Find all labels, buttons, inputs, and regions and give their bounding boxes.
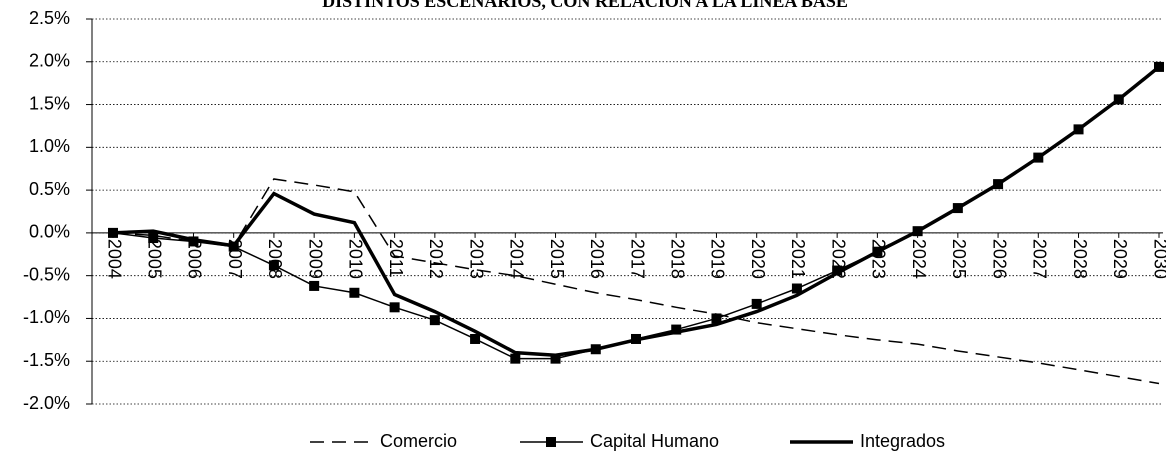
y-tick-label: 1.0%	[29, 136, 70, 156]
y-tick-label: -1.5%	[23, 350, 70, 370]
x-tick-label: 2018	[667, 239, 687, 279]
x-tick-label: 2010	[346, 239, 366, 279]
y-tick-label: 0.0%	[29, 222, 70, 242]
y-tick-label: 1.5%	[29, 93, 70, 113]
series-line	[112, 65, 1161, 357]
x-tick-label: 2023	[869, 239, 889, 279]
point-marker	[470, 333, 481, 344]
point-marker	[711, 313, 722, 324]
point-marker	[349, 287, 360, 298]
x-tick-label: 2008	[265, 239, 285, 279]
point-marker	[550, 353, 561, 364]
point-marker	[510, 353, 521, 364]
point-marker	[671, 324, 682, 335]
x-tick-label: 2020	[748, 239, 768, 279]
y-tick-label: 2.0%	[29, 51, 70, 71]
x-tick-label: 2011	[386, 239, 406, 278]
chart-title: DISTINTOS ESCENARIOS, CON RELACIÓN A LA …	[322, 0, 848, 11]
point-marker	[751, 298, 762, 309]
point-marker	[389, 302, 400, 313]
x-tick-label: 2013	[466, 239, 486, 279]
x-tick-label: 2030	[1150, 239, 1166, 279]
legend-label: Comercio	[380, 431, 457, 451]
x-tick-label: 2015	[547, 239, 567, 279]
point-marker	[832, 265, 843, 276]
x-tick-label: 2028	[1070, 239, 1090, 279]
series-line	[112, 66, 1160, 360]
x-tick-label: 2025	[949, 239, 969, 279]
y-tick-label: -2.0%	[23, 393, 70, 413]
point-marker	[268, 260, 279, 271]
point-marker	[148, 233, 159, 244]
x-tick-label: 2005	[144, 239, 164, 279]
y-tick-label: 0.5%	[29, 179, 70, 199]
x-tick-label: 2019	[708, 239, 728, 279]
x-tick-label: 2004	[104, 239, 124, 279]
y-tick-label: -1.0%	[23, 307, 70, 327]
y-tick-label: -0.5%	[23, 264, 70, 284]
point-marker	[791, 283, 802, 294]
legend-label: Capital Humano	[590, 431, 719, 451]
point-marker	[429, 315, 440, 326]
point-marker	[309, 280, 320, 291]
x-tick-label: 2026	[989, 239, 1009, 279]
legend-label: Integrados	[860, 431, 945, 451]
legend-marker	[546, 437, 556, 447]
x-tick-label: 2016	[587, 239, 607, 279]
x-tick-label: 2021	[788, 239, 808, 279]
x-tick-label: 2024	[909, 239, 929, 279]
series-line	[112, 178, 1160, 385]
x-tick-label: 2012	[426, 239, 446, 279]
x-tick-label: 2029	[1110, 239, 1130, 279]
x-tick-label: 2017	[627, 239, 647, 279]
x-tick-label: 2027	[1030, 239, 1050, 279]
x-tick-label: 2009	[305, 239, 325, 279]
x-tick-label: 2006	[185, 239, 205, 279]
x-tick-label: 2014	[507, 239, 527, 279]
y-tick-label: 2.5%	[29, 8, 70, 28]
